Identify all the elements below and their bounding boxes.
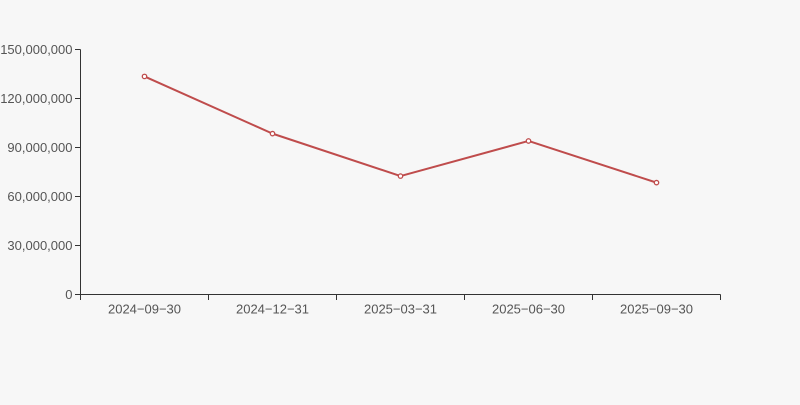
x-axis-label: 2025−09−30: [620, 302, 693, 317]
y-axis-label: 30,000,000: [7, 238, 72, 253]
data-point-marker[interactable]: [141, 73, 148, 80]
x-axis-label: 2025−03−31: [364, 302, 437, 317]
y-axis-label: 90,000,000: [7, 140, 72, 155]
y-axis-label: 150,000,000: [0, 42, 72, 57]
x-axis-label: 2025−06−30: [492, 302, 565, 317]
y-axis-label: 120,000,000: [0, 91, 72, 106]
data-point-marker[interactable]: [397, 173, 404, 179]
y-axis-label: 0: [65, 287, 72, 302]
x-axis-label: 2024−12−31: [236, 302, 309, 317]
y-axis-label: 60,000,000: [7, 189, 72, 204]
data-point-marker[interactable]: [269, 130, 276, 137]
x-axis-label: 2024−09−30: [108, 302, 181, 317]
trend-line: [143, 75, 658, 184]
data-point-marker[interactable]: [653, 179, 660, 186]
data-point-marker[interactable]: [525, 138, 532, 144]
